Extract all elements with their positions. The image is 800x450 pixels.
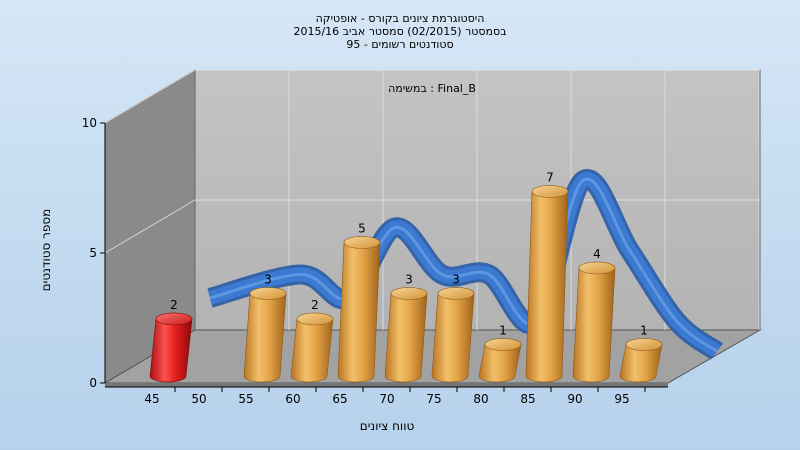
distribution-curve-layer: [207, 168, 723, 360]
bar-60: 2: [290, 298, 334, 383]
x-tick-label: 80: [473, 392, 488, 406]
chart-title-line-3: סטודנטים רשומים - 95: [346, 38, 453, 51]
bar-top: [296, 312, 334, 326]
bar-80: 1: [478, 324, 522, 383]
bar-body: [572, 261, 616, 383]
assignment-label: במשימה : Final_B: [388, 82, 476, 95]
bar-65: 5: [337, 222, 381, 383]
bar-value-label: 3: [264, 273, 272, 287]
bar-top: [531, 185, 569, 198]
bar-body: [384, 287, 428, 383]
floor-front-edge: [105, 383, 668, 387]
y-tick-label: 0: [89, 376, 97, 390]
bar-value-label: 7: [546, 171, 554, 185]
distribution-curve-highlight: [209, 177, 718, 353]
x-tick-label: 55: [238, 392, 253, 406]
bar-value-label: 2: [170, 298, 178, 312]
gridlines: [104, 69, 760, 330]
bar-90: 4: [572, 247, 616, 383]
bar-95: 1: [619, 324, 663, 383]
x-axis-title: טווח ציונים: [360, 419, 415, 433]
bar-top: [625, 338, 663, 351]
y-tick-label: 5: [89, 246, 97, 260]
y-axis-title: מספר סטודנטים: [39, 209, 53, 292]
bars-layer: 2 3 2 5 3 3 1 7 4 1: [149, 171, 663, 383]
gridline-side: [104, 69, 196, 124]
bar-body: [525, 185, 569, 383]
x-tick-label: 50: [191, 392, 206, 406]
bar-top: [484, 338, 522, 351]
bar-top: [343, 236, 381, 249]
bar-value-label: 3: [405, 273, 413, 287]
bar-75: 3: [431, 273, 475, 383]
bar-value-label: 3: [452, 273, 460, 287]
bar-value-label: 5: [358, 222, 366, 236]
x-tick-label: 65: [332, 392, 347, 406]
bar-value-label: 1: [499, 324, 507, 338]
bar-body: [431, 287, 475, 383]
x-tick-label: 60: [285, 392, 300, 406]
bar-top: [578, 261, 616, 275]
x-tick-label: 75: [426, 392, 441, 406]
gridline-side: [104, 199, 196, 254]
bar-55: 3: [243, 273, 287, 383]
chart-title-line-1: היסטוגרמת ציונים בקורס - אופטיקה: [316, 12, 485, 25]
bar-top: [390, 287, 428, 300]
bar-85: 7: [525, 171, 569, 383]
bar-value-label: 1: [640, 324, 648, 338]
bar-top: [437, 287, 475, 300]
bar-value-label: 2: [311, 298, 319, 312]
bar-70: 3: [384, 273, 428, 383]
bar-45: 2: [149, 298, 193, 383]
bar-top: [155, 312, 193, 326]
chart-title-line-2: בסמסטר (02/2015) סמסטר אביב 2015/16: [293, 25, 506, 38]
x-tick-label: 95: [614, 392, 629, 406]
x-tick-label: 90: [567, 392, 582, 406]
bar-value-label: 4: [593, 247, 601, 261]
bar-body: [243, 287, 287, 383]
bar-body: [337, 236, 381, 383]
x-tick-label: 45: [144, 392, 159, 406]
x-tick-label: 70: [379, 392, 394, 406]
bar-top: [249, 287, 287, 300]
x-tick-label: 85: [520, 392, 535, 406]
y-tick-label: 10: [82, 116, 97, 130]
